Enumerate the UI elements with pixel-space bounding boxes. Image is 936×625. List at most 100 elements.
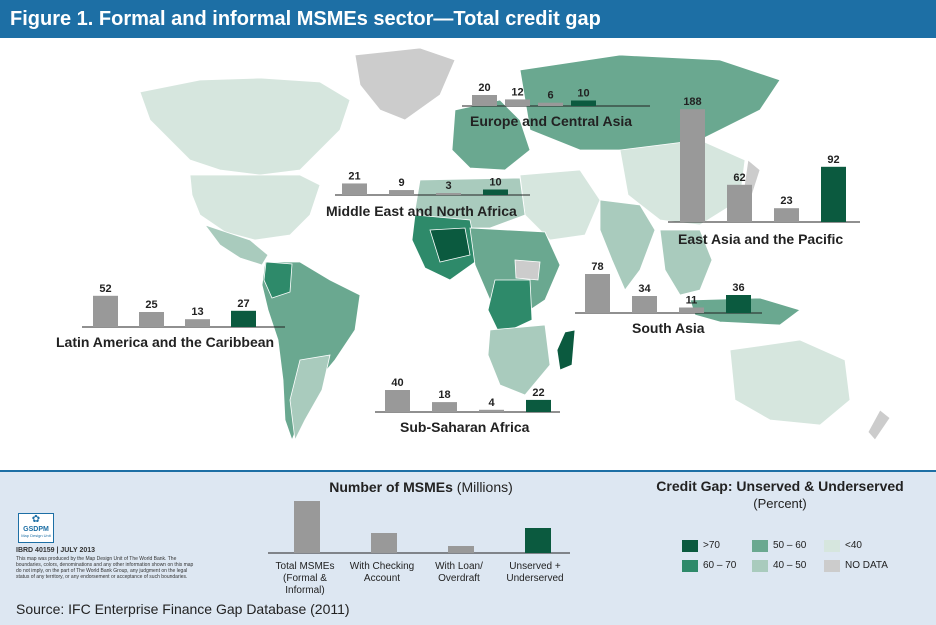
swatch-60-70 [682,560,698,572]
region-bar-value: 18 [438,389,450,401]
legend-number-title-bold: Number of MSMEs [329,479,453,495]
region-label: East Asia and the Pacific [678,231,843,247]
ibrd-reference: IBRD 40159 | JULY 2013 [16,547,96,554]
region-bar-value: 34 [638,283,651,295]
region-bar-value: 23 [780,195,792,207]
map-canvas: 20 12 6 10 Europe and Central Asia 21 9 3 10 Midd… [56,47,891,442]
region-bar-value: 3 [445,180,451,192]
credit-gap-title: Credit Gap: Unserved & Underserved [656,478,904,494]
region-bar-value: 188 [683,96,701,108]
southern-africa [487,324,551,396]
legend-cat-unserved: Unserved + Underserved [506,561,564,584]
gsdpm-logo: ✿ GSDPM Map Design Unit [18,513,54,543]
region-bar-value: 9 [398,177,404,189]
russia [519,54,781,151]
credit-gap-subtitle: (Percent) [753,496,807,511]
region-bar-value: 27 [237,298,249,310]
logo-sub: Map Design Unit [21,533,51,538]
southern-cone [289,354,331,442]
south-asia [599,199,656,291]
region-bar-value: 6 [547,90,553,102]
region-bar-value: 12 [511,86,523,98]
region-bar-value: 10 [577,88,589,100]
middle-east [519,169,601,241]
legend-cat-loan: With Loan/ Overdraft [435,561,483,584]
region-bar-value: 21 [348,170,360,182]
new-zealand [867,409,891,441]
region-bar [93,295,118,327]
figure-title: Figure 1. Formal and informal MSMEs sect… [0,0,936,38]
north-america-north [139,77,351,176]
region-bar-value: 40 [391,377,403,389]
swatch-40-50 [752,560,768,572]
swatch-label-50-60: 50 – 60 [773,540,807,551]
logo-name: GSDPM [23,526,49,533]
region-bar-value: 62 [733,172,745,184]
swatch-label-gt70: >70 [703,540,720,551]
region-bar-value: 78 [591,261,603,273]
region-bar [479,409,504,412]
region-bar [505,99,530,106]
region-bar [342,183,367,195]
region-bar [385,390,410,412]
region-bar [389,190,414,195]
southeast-asia [659,229,713,296]
region-bar [185,319,210,327]
swatch-label-nodata: NO DATA [845,560,888,571]
legend-number-title-unit: (Millions) [456,479,513,495]
colombia [263,261,293,299]
region-bar [436,193,461,195]
swatch-label-40-50: 40 – 50 [773,560,807,571]
region-bar [774,208,799,222]
source-note: Source: IFC Enterprise Finance Gap Datab… [16,601,350,617]
region-bar [680,109,705,222]
region-bar [726,295,751,313]
world-map: 20 12 6 10 Europe and Central Asia 21 9 3 10 Midd… [0,38,936,470]
australia [729,339,851,426]
horn-na [514,259,541,281]
region-bar-value: 13 [191,306,203,318]
greenland [354,47,456,121]
region-label: South Asia [632,320,705,336]
region-bar-value: 11 [686,295,698,307]
swatch-nodata [824,560,840,572]
region-bar [231,310,256,327]
region-bar [571,100,596,106]
region-bar-value: 10 [489,177,501,189]
regional-bar-charts: 20 12 6 10 Europe and Central Asia 21 9 3 10 Midd… [56,82,860,435]
region-bar-value: 92 [827,154,839,166]
usa [189,174,321,241]
region-bar-value: 22 [532,387,544,399]
madagascar [556,329,576,371]
region-bar [139,312,164,327]
region-bar [821,166,846,222]
region-label: Sub-Saharan Africa [400,419,530,435]
mali-niger [429,227,471,263]
region-bar [483,189,508,195]
region-label: Latin America and the Caribbean [56,334,274,350]
swatch-lt40 [824,540,840,552]
swatch-label-60-70: 60 – 70 [703,560,737,571]
region-bar-value: 4 [488,397,495,409]
region-bar [472,95,497,106]
region-bar [538,102,563,106]
region-bar [679,307,704,313]
legend-cat-total: Total MSMEs (Formal & Informal) [275,561,335,596]
region-bar-value: 36 [732,282,744,294]
region-bar [585,274,610,313]
region-bar [632,296,657,313]
region-bar [526,399,551,412]
region-label: Europe and Central Asia [470,113,632,129]
region-bar-value: 20 [478,82,490,94]
region-label: Middle East and North Africa [326,203,517,219]
legend-cat-checking: With Checking Account [349,561,415,584]
region-bar [727,184,752,222]
legend-number-title: Number of MSMEs (Millions) [316,479,526,495]
mexico [203,224,269,266]
region-bar-value: 52 [99,283,111,295]
swatch-label-lt40: <40 [845,540,862,551]
region-bar-value: 25 [145,299,157,311]
europe [451,99,531,171]
map-disclaimer: This map was produced by the Map Design … [16,556,194,580]
swatch-50-60 [752,540,768,552]
